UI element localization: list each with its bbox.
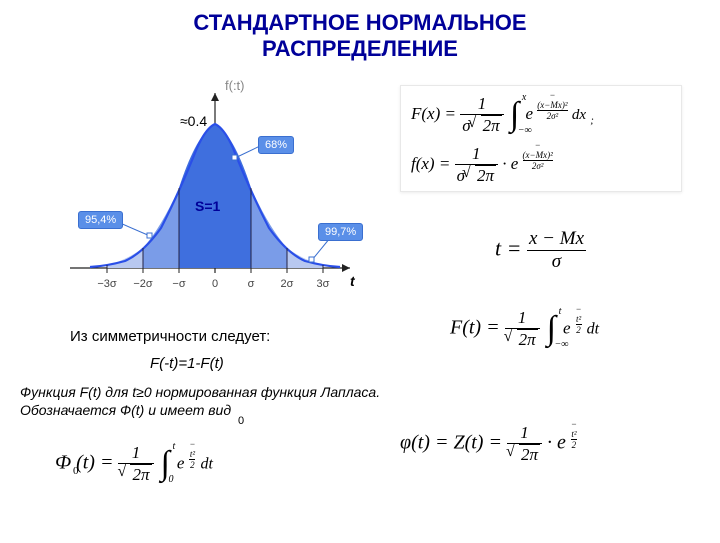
callout-95: 95,4%	[78, 211, 123, 229]
fx-coefficient: 1 σ2π	[455, 144, 498, 186]
phi-subscript-0: 0	[73, 465, 79, 477]
tick-0: 0	[212, 278, 218, 290]
page-title: СТАНДАРТНОЕ НОРМАЛЬНОЕ РАСПРЕДЕЛЕНИЕ	[0, 0, 720, 63]
y-axis-label: f(:t)	[225, 78, 245, 93]
callout-68: 68%	[258, 136, 294, 154]
x-axis-label: t	[350, 273, 355, 289]
content-area: f(:t) ≈0.4 S=1 t −3σ −2σ −σ 0 σ 2σ 3σ 68…	[0, 63, 720, 543]
normal-distribution-chart: f(:t) ≈0.4 S=1 t −3σ −2σ −σ 0 σ 2σ 3σ 68…	[50, 78, 360, 328]
Ft-formula: F(t) = 1 2π ∫ t −∞ e − t² 2 dt	[450, 308, 599, 350]
phi-t-formula: φ(t) = Z(t) = 1 2π · e − t² 2	[400, 423, 577, 465]
area-s-label: S=1	[195, 198, 220, 214]
symmetry-text: Из симметричности следует:	[70, 328, 270, 345]
tick-m1s: −σ	[172, 278, 185, 290]
integral-icon: ∫ t 0	[161, 445, 170, 483]
title-line2: РАСПРЕДЕЛЕНИЕ	[262, 36, 458, 61]
tick-m3s: −3σ	[97, 278, 116, 290]
t-substitution-formula: t = x − Mx σ	[495, 228, 586, 273]
Phi0-t-formula: Ф (t) 0 = 1 2π ∫ t 0 e − t² 2 dt	[55, 443, 213, 485]
fx-exponent: − (x−Mx)² 2σ²	[523, 140, 553, 171]
tick-p1s: σ	[248, 278, 255, 290]
laplace-description: Функция F(t) для t≥0 нормированная функц…	[20, 383, 400, 419]
callout-99: 99,7%	[318, 223, 363, 241]
Fx-lhs: F(x)	[411, 104, 440, 123]
Fx-fx-formula-box: F(x) = 1 σ2π ∫ x −∞ e − (x−Mx)² 2σ² dx ;	[400, 85, 682, 192]
integral-icon: ∫ t −∞	[547, 310, 556, 348]
chart-svg	[50, 78, 360, 298]
title-line1: СТАНДАРТНОЕ НОРМАЛЬНОЕ	[193, 10, 526, 35]
Fx-coefficient: 1 σ2π	[460, 94, 503, 136]
integral-icon: ∫ x −∞	[510, 96, 519, 134]
tick-m2s: −2σ	[133, 278, 152, 290]
peak-value-label: ≈0.4	[180, 113, 207, 129]
symmetry-formula: F(-t)=1-F(t)	[150, 355, 224, 372]
fx-lhs: f(x)	[411, 154, 435, 173]
tick-p3s: 3σ	[317, 278, 330, 290]
phi-subscript-0-inline: 0	[238, 415, 244, 427]
tick-p2s: 2σ	[281, 278, 294, 290]
Fx-exponent: − (x−Mx)² 2σ²	[537, 90, 567, 121]
